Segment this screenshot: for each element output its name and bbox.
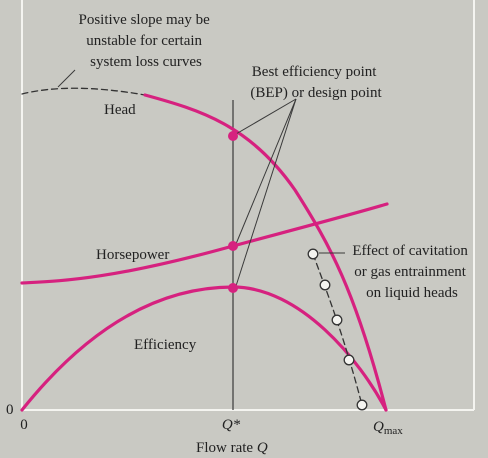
positive-slope-leader <box>57 69 76 88</box>
bep-horsepower-point <box>228 241 238 251</box>
head-label: Head <box>104 102 136 118</box>
bep-leader-head <box>235 98 297 135</box>
q-star-label: Q* <box>222 417 241 433</box>
efficiency-label: Efficiency <box>134 337 197 353</box>
cavitation-point <box>331 314 343 326</box>
x-axis-title: Flow rate Q <box>196 440 268 456</box>
horsepower-label: Horsepower <box>96 247 169 263</box>
bep-efficiency-point <box>228 283 238 293</box>
head-curve <box>143 93 388 412</box>
positive-slope-annotation: Positive slope may be unstable for certa… <box>79 12 214 70</box>
x-origin-label: 0 <box>20 417 28 433</box>
bep-leader-efficiency <box>235 98 297 287</box>
y-origin-label: 0 <box>6 402 14 418</box>
cavitation-point <box>356 399 368 411</box>
plot-frame <box>0 0 482 410</box>
head-curve-unstable-dashed <box>21 87 146 96</box>
bep-annotation: Best efficiency point (BEP) or design po… <box>250 64 382 101</box>
cavitation-point <box>307 248 319 260</box>
cavitation-annotation: Effect of cavitation or gas entrainment … <box>352 243 471 301</box>
cavitation-point <box>343 354 355 366</box>
cavitation-point <box>319 279 331 291</box>
bep-leader-horsepower <box>235 98 297 245</box>
q-max-label: Qmax <box>373 419 403 437</box>
bep-head-point <box>228 131 238 141</box>
horsepower-curve <box>20 202 389 285</box>
